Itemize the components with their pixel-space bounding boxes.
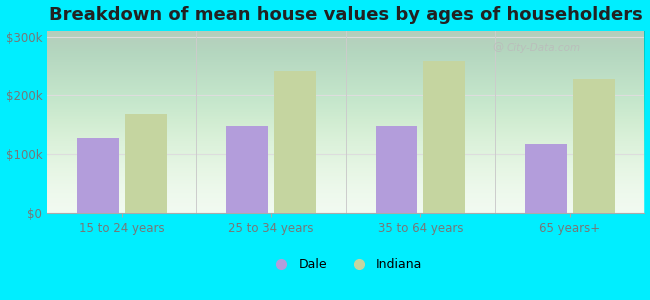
Title: Breakdown of mean house values by ages of householders: Breakdown of mean house values by ages o…: [49, 6, 643, 24]
Legend: Dale, Indiana: Dale, Indiana: [264, 253, 428, 276]
Bar: [274, 70, 316, 213]
Bar: [423, 61, 465, 213]
Text: City-Data.com: City-Data.com: [507, 44, 581, 53]
Bar: [125, 114, 166, 213]
Bar: [525, 143, 567, 213]
Bar: [226, 126, 268, 213]
Text: @: @: [492, 43, 503, 52]
Bar: [376, 127, 417, 213]
Bar: [573, 79, 614, 213]
Bar: [77, 138, 119, 213]
